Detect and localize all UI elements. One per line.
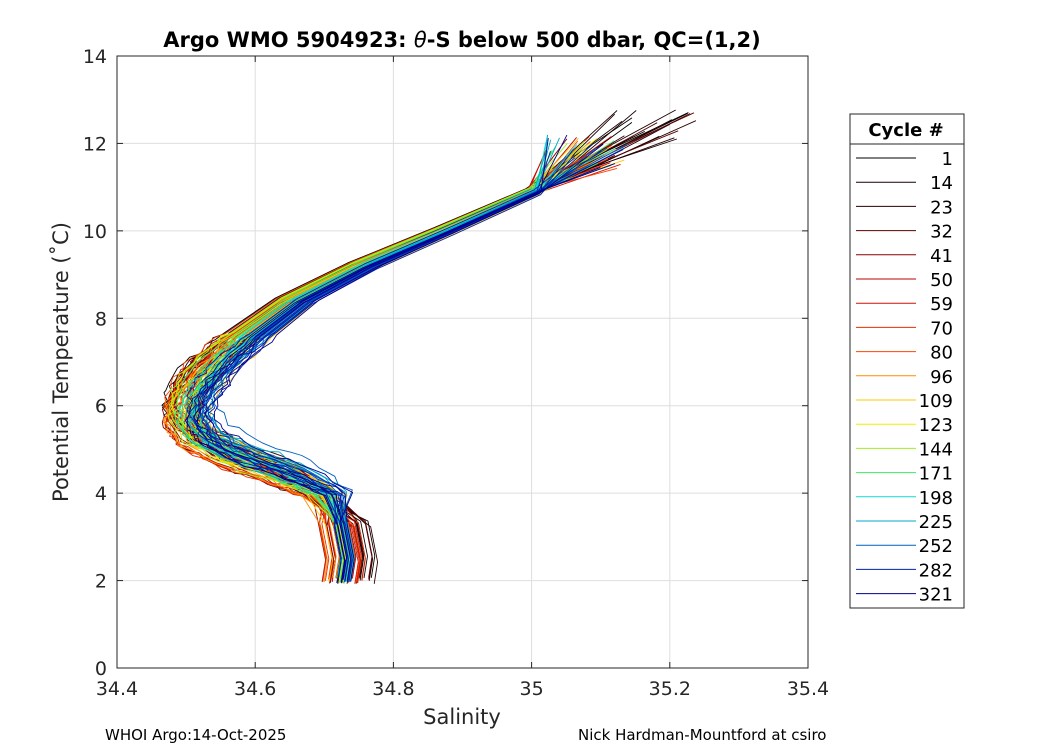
x-tick-label: 34.8 bbox=[372, 678, 414, 700]
legend-label: 171 bbox=[919, 464, 953, 485]
x-tick-label: 35.4 bbox=[787, 678, 829, 700]
footer-left: WHOI Argo:14-Oct-2025 bbox=[105, 726, 286, 744]
profile-line bbox=[213, 143, 604, 580]
x-tick-label: 34.6 bbox=[234, 678, 276, 700]
profile-line bbox=[185, 166, 601, 583]
legend-box bbox=[849, 113, 965, 609]
legend-label: 59 bbox=[930, 294, 953, 315]
legend-label: 32 bbox=[930, 222, 953, 243]
legend-label: 70 bbox=[930, 318, 953, 339]
profile-line bbox=[202, 144, 593, 581]
legend-label: 225 bbox=[919, 512, 953, 533]
profile-line bbox=[185, 150, 547, 581]
axes-frame bbox=[116, 55, 809, 669]
x-tick-label: 35 bbox=[520, 678, 544, 700]
plot-area bbox=[117, 56, 808, 668]
chart-title: Argo WMO 5904923: θ-S below 500 dbar, QC… bbox=[163, 28, 760, 52]
profile-line bbox=[193, 151, 551, 582]
profile-line bbox=[173, 150, 553, 583]
grid-lines bbox=[117, 56, 808, 668]
profile-line bbox=[192, 163, 616, 582]
x-axis-label: Salinity bbox=[423, 705, 501, 729]
profile-line bbox=[196, 134, 568, 582]
legend-label: 252 bbox=[919, 536, 953, 557]
y-tick-label: 0 bbox=[95, 658, 107, 680]
y-tick-label: 14 bbox=[83, 46, 107, 68]
tick-marks: 34.4 34.6 34.8 35 35.2 35.4 0 2 4 6 8 10 12 14 bbox=[83, 46, 829, 700]
legend-label: 41 bbox=[930, 246, 953, 267]
profile-line bbox=[192, 164, 612, 579]
profile-line bbox=[201, 149, 574, 583]
profile-line bbox=[198, 168, 578, 580]
profile-line bbox=[186, 157, 576, 579]
legend-label: 144 bbox=[919, 439, 953, 460]
x-tick-label: 34.4 bbox=[96, 678, 138, 700]
legend-label: 198 bbox=[919, 488, 953, 509]
legend-title: Cycle # bbox=[868, 120, 943, 141]
y-tick-label: 4 bbox=[95, 483, 107, 505]
legend-label: 80 bbox=[930, 343, 953, 364]
legend-label: 50 bbox=[930, 270, 953, 291]
profile-line bbox=[204, 138, 549, 582]
legend-label: 23 bbox=[930, 197, 953, 218]
footer-right: Nick Hardman-Mountford at csiro bbox=[578, 726, 826, 744]
profile-lines bbox=[161, 109, 697, 584]
profile-line bbox=[177, 168, 576, 583]
profile-line bbox=[208, 143, 582, 583]
x-tick-label: 35.2 bbox=[649, 678, 691, 700]
y-tick-label: 8 bbox=[95, 308, 107, 330]
y-tick-label: 2 bbox=[95, 571, 107, 593]
y-tick-label: 10 bbox=[83, 221, 107, 243]
legend-label: 1 bbox=[942, 149, 953, 170]
profile-line bbox=[186, 149, 624, 584]
legend: Cycle # 1 14 23 32 41 50 59 70 80 96 109 123 144 171 1… bbox=[849, 113, 965, 609]
legend-label: 96 bbox=[930, 367, 953, 388]
legend-label: 282 bbox=[919, 560, 953, 581]
profile-line bbox=[205, 154, 575, 584]
profile-line bbox=[208, 134, 548, 580]
legend-label: 321 bbox=[919, 585, 953, 606]
legend-label: 14 bbox=[930, 173, 953, 194]
y-tick-label: 6 bbox=[95, 396, 107, 418]
y-tick-label: 12 bbox=[83, 133, 107, 155]
y-axis-label: Potential Temperature (˚C) bbox=[49, 222, 73, 502]
legend-label: 109 bbox=[919, 391, 953, 412]
legend-label: 123 bbox=[919, 415, 953, 436]
